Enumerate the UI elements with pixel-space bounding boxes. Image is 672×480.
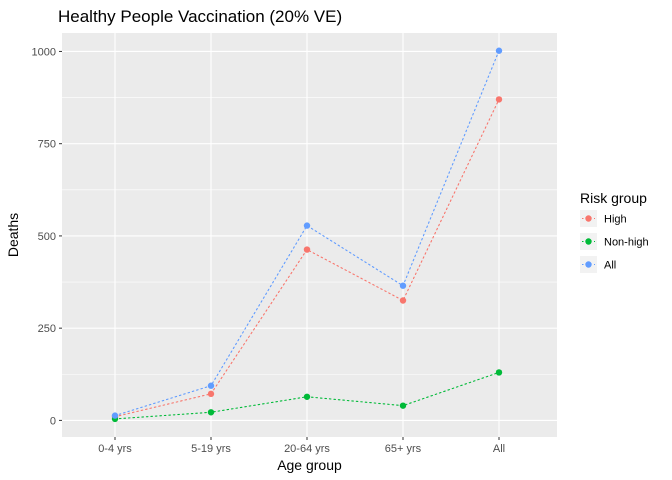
legend-label: All (604, 260, 616, 272)
y-tick-label: 1000 (32, 46, 56, 58)
y-tick-label: 0 (50, 415, 56, 427)
series-non-high (111, 369, 503, 423)
x-tick-label: All (493, 443, 505, 455)
chart-title: Healthy People Vaccination (20% VE) (58, 7, 342, 26)
data-point (495, 47, 503, 54)
x-tick-label: 0-4 yrs (98, 443, 132, 455)
data-point (303, 393, 311, 400)
data-point (207, 409, 215, 416)
series-all (111, 47, 503, 419)
data-point (399, 297, 407, 304)
legend-label: Non-high (604, 237, 649, 249)
data-point (111, 412, 119, 419)
legend-key-point (585, 238, 592, 245)
data-point (207, 382, 215, 389)
data-point (495, 369, 503, 376)
legend-item: All (580, 256, 616, 273)
plot-panel (62, 33, 557, 437)
legend-key-point (585, 215, 592, 222)
y-tick-label: 750 (38, 139, 56, 151)
x-tick-label: 5-19 yrs (191, 443, 231, 455)
series-layer (111, 47, 503, 423)
legend: Risk group High Non-high All (580, 190, 649, 273)
legend-item: High (580, 210, 627, 227)
legend-title: Risk group (580, 190, 647, 206)
y-tick-label: 250 (38, 323, 56, 335)
data-point (207, 390, 215, 398)
y-tick-label: 500 (38, 231, 56, 243)
x-axis: 0-4 yrs 5-19 yrs 20-64 yrs 65+ yrs All (98, 437, 505, 455)
data-point (399, 402, 407, 409)
y-axis-title: Deaths (5, 213, 21, 257)
x-tick-label: 65+ yrs (385, 443, 422, 455)
data-point (303, 246, 311, 253)
y-axis: 0 250 500 750 1000 (32, 46, 62, 427)
legend-item: Non-high (580, 233, 649, 250)
data-point (495, 96, 503, 103)
legend-label: High (604, 214, 627, 226)
legend-key-point (585, 261, 592, 268)
x-tick-label: 20-64 yrs (284, 443, 330, 455)
data-point (303, 222, 311, 229)
data-point (399, 282, 407, 289)
series-line (114, 50, 500, 417)
x-axis-title: Age group (277, 457, 342, 473)
